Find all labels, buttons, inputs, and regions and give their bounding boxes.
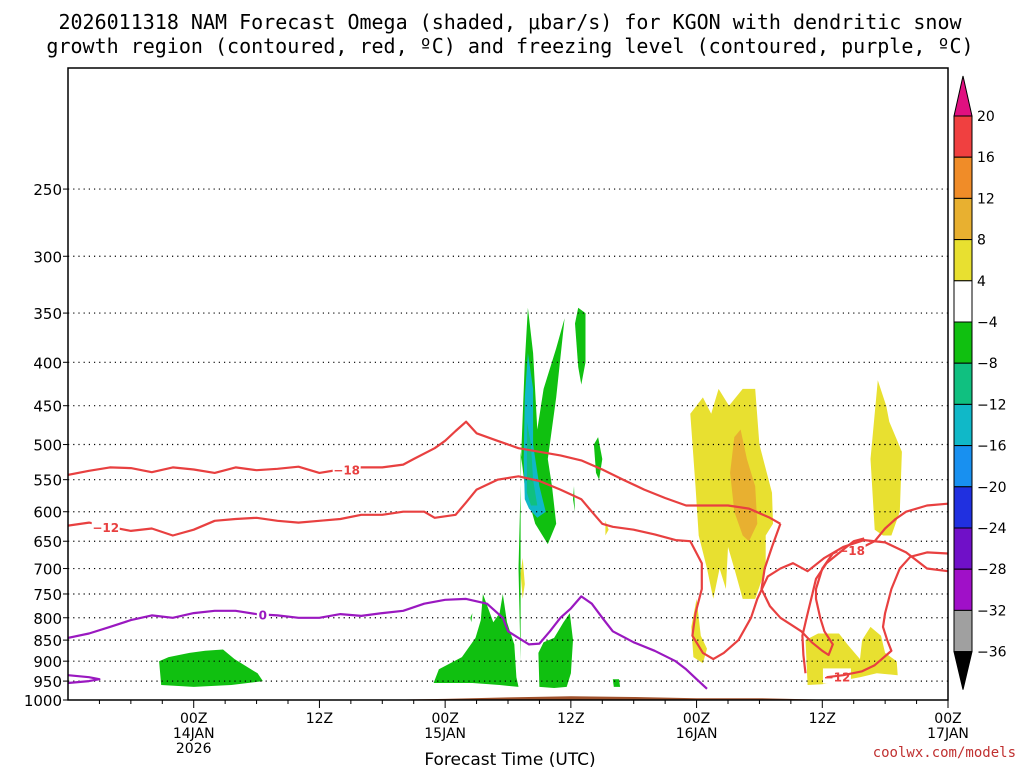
x-tick-label-42-0: 12Z <box>557 711 584 727</box>
colorbar-bottom-triangle <box>953 651 973 690</box>
omega-region-9 <box>433 594 519 687</box>
x-tick-label-30-1: 15JAN <box>424 726 466 742</box>
colorbar-segment-13 <box>953 609 973 653</box>
x-tick-label-66-0: 12Z <box>809 711 836 727</box>
omega-region-14 <box>730 429 758 542</box>
contour-line-0 <box>68 420 781 525</box>
y-tick-label-450: 450 <box>33 398 62 416</box>
colorbar-tick-label-10: −24 <box>977 521 1007 537</box>
plot-clip-group: −18−18−12−120 <box>68 188 948 700</box>
colorbar-segment-2 <box>953 156 973 199</box>
omega-region-4 <box>593 437 603 480</box>
omega-region-7 <box>520 557 525 599</box>
contour-line-8 <box>947 693 948 695</box>
x-tick-label-54-0: 00Z <box>683 711 710 727</box>
colorbar-tick-label-1: 16 <box>977 150 995 166</box>
contour-label-4: −12 <box>824 670 851 684</box>
colorbar-tick-label-5: −4 <box>977 315 998 331</box>
y-tick-label-850: 850 <box>33 632 62 650</box>
x-tick-label-30-0: 00Z <box>431 711 458 727</box>
y-axis-ticks: 250 300 350 400 450 500 550 600 650 700 750 800 850 9… <box>24 181 68 710</box>
x-tick-label-6-2: 2026 <box>176 741 212 757</box>
colorbar-tick-label-0: 20 <box>977 109 995 125</box>
colorbar-segment-1 <box>953 115 973 158</box>
y-tick-label-250: 250 <box>33 181 62 199</box>
colorbar-segment-5 <box>953 280 973 323</box>
omega-region-2 <box>526 421 538 506</box>
y-tick-label-400: 400 <box>33 354 62 372</box>
y-tick-label-1000: 1000 <box>24 692 62 710</box>
omega-region-3 <box>575 307 586 385</box>
chart-title-line-2: growth region (contoured, red, ºC) and f… <box>46 34 973 58</box>
contour-line-4 <box>801 537 865 674</box>
colorbar-tick-label-7: −12 <box>977 397 1007 413</box>
omega-region-16 <box>870 380 902 536</box>
colorbar-tick-label-6: −8 <box>977 356 998 372</box>
x-tick-label-78-0: 00Z <box>934 711 961 727</box>
colorbar-segment-10 <box>953 486 973 529</box>
colorbar-segment-7 <box>953 362 973 405</box>
colorbar-tick-label-11: −28 <box>977 562 1007 578</box>
y-tick-label-700: 700 <box>33 561 62 579</box>
omega-region-5 <box>573 486 575 512</box>
y-tick-label-900: 900 <box>33 653 62 671</box>
colorbar-segment-6 <box>953 321 973 364</box>
contour-label-bg-6 <box>256 606 269 622</box>
source-credit[interactable]: coolwx.com/models <box>873 745 1016 761</box>
colorbar-segment-3 <box>953 197 973 241</box>
colorbar-segment-12 <box>953 568 973 611</box>
contour-label-0: −18 <box>333 463 360 477</box>
x-tick-label-54-1: 16JAN <box>676 726 718 742</box>
contour-line-7 <box>68 674 101 685</box>
y-tick-label-950: 950 <box>33 673 62 691</box>
chart-title-line-1: 2026011318 NAM Forecast Omega (shaded, μ… <box>58 10 962 34</box>
contour-label-bg-0 <box>332 461 361 477</box>
omega-region-13 <box>690 388 773 599</box>
omega-region-12 <box>612 679 621 687</box>
x-tick-label-6-1: 14JAN <box>173 726 215 742</box>
contour-line-3 <box>68 475 948 661</box>
colorbar-segment-8 <box>953 403 973 447</box>
colorbar-segment-9 <box>953 445 973 488</box>
y-tick-label-800: 800 <box>33 610 62 628</box>
contour-label-bg-3 <box>91 518 120 534</box>
colorbar-tick-label-8: −16 <box>977 439 1007 455</box>
x-tick-label-6-0: 00Z <box>180 711 207 727</box>
plot-area: −18−18−12−120 <box>67 67 949 701</box>
y-tick-label-500: 500 <box>33 437 62 455</box>
colorbar-tick-label-3: 8 <box>977 233 986 249</box>
colorbar-tick-label-13: −36 <box>977 645 1007 661</box>
ground-surface <box>368 696 840 700</box>
colorbar-segment-4 <box>953 239 973 282</box>
x-axis-label: Forecast Time (UTC) <box>424 750 595 768</box>
colorbar-segment-11 <box>953 527 973 570</box>
colorbar-tick-label-4: 4 <box>977 274 986 290</box>
x-tick-label-78-1: 17JAN <box>927 726 969 742</box>
y-tick-label-650: 650 <box>33 533 62 551</box>
colorbar-tick-label-12: −32 <box>977 603 1007 619</box>
y-tick-label-550: 550 <box>33 472 62 490</box>
contour-line-2 <box>861 502 948 549</box>
x-tick-label-18-0: 12Z <box>306 711 333 727</box>
omega-region-10 <box>538 613 573 688</box>
colorbar-top-triangle <box>953 75 973 117</box>
contour-line-6 <box>68 595 708 690</box>
contour-line-5 <box>826 551 948 679</box>
colorbar-tick-label-9: −20 <box>977 480 1007 496</box>
y-tick-label-300: 300 <box>33 248 62 266</box>
omega-region-11 <box>470 613 473 623</box>
contour-label-6: 0 <box>259 609 267 623</box>
plot-frame <box>67 67 949 701</box>
omega-region-8 <box>159 649 263 687</box>
y-tick-label-600: 600 <box>33 504 62 522</box>
y-tick-label-350: 350 <box>33 305 62 323</box>
contour-label-3: −12 <box>92 521 119 535</box>
colorbar: 20 16 12 8 4 −4 −8 −12 −16 −20 −24 −28 −32 −36 <box>953 75 1007 690</box>
colorbar-tick-label-2: 12 <box>977 191 995 207</box>
omega-region-6 <box>605 520 609 536</box>
y-tick-label-750: 750 <box>33 586 62 604</box>
